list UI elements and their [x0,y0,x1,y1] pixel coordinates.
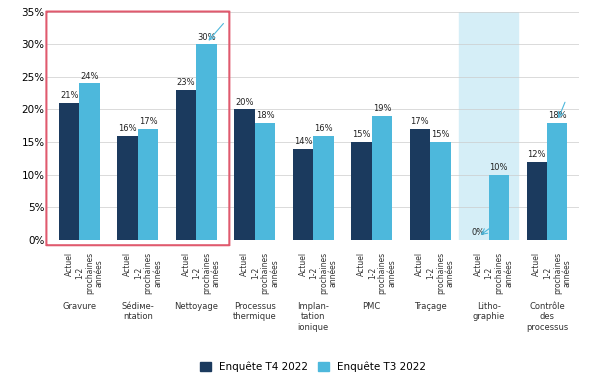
Text: Traçage: Traçage [414,302,447,311]
Text: 23%: 23% [177,78,196,87]
Text: 21%: 21% [60,91,79,100]
Text: 12%: 12% [528,150,546,159]
Text: 18%: 18% [548,111,567,120]
Bar [459,12,518,240]
Text: Gravure: Gravure [63,302,96,311]
Text: 1-2
prochaines
années: 1-2 prochaines années [426,252,454,294]
Bar [293,149,313,240]
Bar [176,90,196,240]
Bar [547,123,567,240]
Text: 1-2
prochaines
années: 1-2 prochaines années [543,252,571,294]
Text: 1-2
prochaines
années: 1-2 prochaines années [309,252,337,294]
Bar [234,110,255,240]
Legend: Enquête T4 2022, Enquête T3 2022: Enquête T4 2022, Enquête T3 2022 [196,358,430,376]
Bar [138,129,158,240]
Bar [410,129,430,240]
Bar [79,83,100,240]
Text: Actuel: Actuel [532,252,541,276]
Text: Actuel: Actuel [298,252,307,276]
Text: Actuel: Actuel [357,252,366,276]
Text: 1-2
prochaines
années: 1-2 prochaines années [76,252,104,294]
Text: Actuel: Actuel [64,252,74,276]
Bar [489,175,509,240]
Text: Litho-
graphie: Litho- graphie [472,302,505,321]
Text: Actuel: Actuel [123,252,132,276]
Text: 15%: 15% [431,130,450,139]
Bar [527,162,547,240]
Text: Contrôle
des
processus: Contrôle des processus [526,302,568,332]
Text: 1-2
prochaines
années: 1-2 prochaines années [134,252,163,294]
Text: 17%: 17% [411,117,429,127]
Text: Actuel: Actuel [181,252,191,276]
Bar [372,116,392,240]
Text: PMC: PMC [362,302,381,311]
Text: 1-2
prochaines
années: 1-2 prochaines années [251,252,279,294]
Text: Processus
thermique: Processus thermique [233,302,277,321]
Text: 17%: 17% [139,117,157,127]
Text: 14%: 14% [294,137,312,146]
Text: 16%: 16% [314,124,333,133]
Text: 1-2
prochaines
années: 1-2 prochaines années [368,252,396,294]
Bar [118,135,138,240]
Bar [430,142,450,240]
Text: 10%: 10% [489,163,508,172]
Text: 20%: 20% [235,98,254,107]
Bar [59,103,79,240]
Text: 1-2
prochaines
années: 1-2 prochaines années [192,252,221,294]
Bar [313,135,334,240]
Text: Nettoyage: Nettoyage [174,302,218,311]
Text: Actuel: Actuel [240,252,249,276]
Bar [196,44,217,240]
Text: Actuel: Actuel [415,252,424,276]
Bar [255,123,275,240]
Text: 24%: 24% [80,72,99,81]
Text: 15%: 15% [352,130,371,139]
Text: 0%: 0% [472,228,485,237]
Text: Actuel: Actuel [474,252,483,276]
Text: 16%: 16% [118,124,137,133]
Bar [351,142,372,240]
Text: 18%: 18% [256,111,274,120]
Text: Implan-
tation
ionique: Implan- tation ionique [297,302,329,332]
Text: Sédiме-
ntation: Sédiме- ntation [122,302,154,321]
Text: 19%: 19% [373,104,391,113]
Text: 30%: 30% [197,33,216,42]
Text: 1-2
prochaines
années: 1-2 prochaines années [485,252,513,294]
